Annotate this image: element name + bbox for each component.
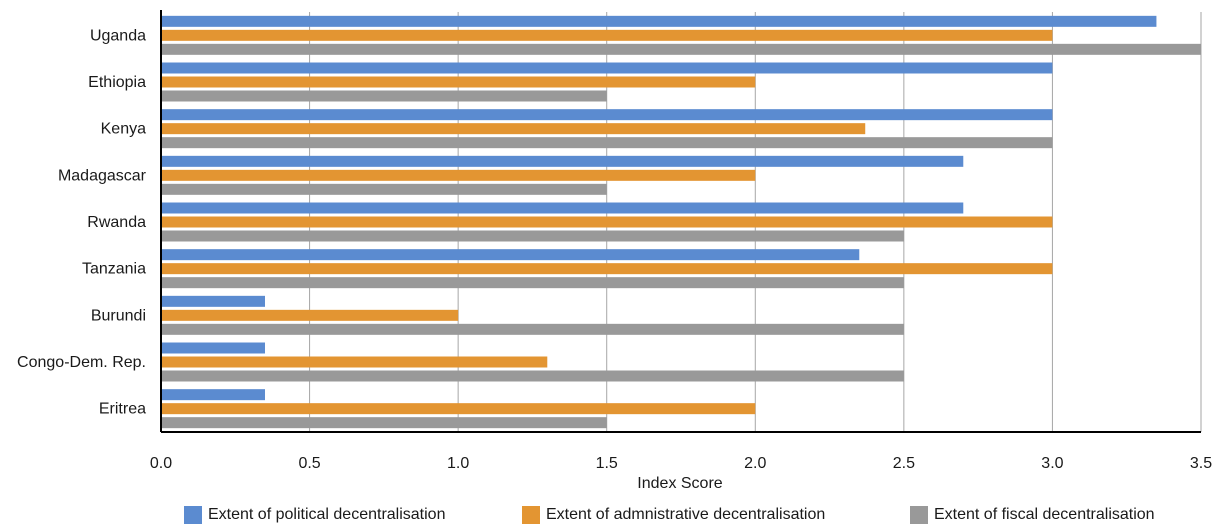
bar-tanzania-s2 [161,277,904,289]
x-tick-label: 2.0 [744,455,766,472]
x-tick-label: 3.5 [1190,455,1212,472]
category-label: Rwanda [87,214,146,231]
legend-swatch-administrative [522,506,540,524]
legend-swatch-political [184,506,202,524]
bars [161,15,1201,429]
category-label: Madagascar [58,167,147,184]
bar-rwanda-s2 [161,230,904,242]
x-tick-label: 0.5 [298,455,320,472]
bar-kenya-s2 [161,137,1053,149]
bar-madagascar-s0 [161,155,964,167]
category-label: Eritrea [99,401,146,418]
category-label: Ethiopia [88,74,146,91]
legend-label-political: Extent of political decentralisation [208,506,446,523]
bar-ethiopia-s1 [161,76,756,88]
bar-eritrea-s1 [161,403,756,415]
bar-uganda-s0 [161,15,1157,27]
legend-label-administrative: Extent of admnistrative decentralisation [546,506,826,523]
x-tick-label: 1.0 [447,455,469,472]
legend-item-administrative: Extent of admnistrative decentralisation [522,506,825,524]
category-label: Uganda [90,27,146,44]
bar-kenya-s0 [161,109,1053,121]
bar-rwanda-s0 [161,202,964,214]
bar-eritrea-s2 [161,417,607,429]
bar-uganda-s1 [161,29,1053,41]
x-tick-label: 0.0 [150,455,172,472]
bar-burundi-s2 [161,323,904,335]
axes [160,10,1201,433]
bar-uganda-s2 [161,43,1201,55]
bar-rwanda-s1 [161,216,1053,228]
bar-congo-dem-rep--s1 [161,356,548,368]
bar-madagascar-s2 [161,183,607,195]
bar-congo-dem-rep--s2 [161,370,904,382]
legend-item-fiscal: Extent of fiscal decentralisation [910,506,1155,524]
legend-label-fiscal: Extent of fiscal decentralisation [934,506,1155,523]
bar-chart: Uganda Ethiopia Kenya Madagascar Rwanda Tanza… [17,10,1212,492]
bar-tanzania-s1 [161,263,1053,275]
bar-ethiopia-s0 [161,62,1053,74]
x-tick-label: 3.0 [1041,455,1063,472]
x-tick-labels: 0.0 0.5 1.0 1.5 2.0 2.5 3.0 3.5 [150,455,1212,472]
legend: Extent of political decentralisation Ext… [0,506,1224,526]
bar-eritrea-s0 [161,389,265,401]
category-label: Tanzania [82,261,146,278]
bar-ethiopia-s2 [161,90,607,102]
bar-tanzania-s0 [161,249,860,261]
category-labels: Uganda Ethiopia Kenya Madagascar Rwanda Tanza… [17,27,147,417]
bar-madagascar-s1 [161,169,756,181]
x-tick-label: 2.5 [893,455,915,472]
bar-congo-dem-rep--s0 [161,342,265,354]
bar-burundi-s0 [161,295,265,307]
category-label: Burundi [91,307,146,324]
bar-burundi-s1 [161,309,459,321]
category-label: Kenya [101,121,146,138]
category-label: Congo-Dem. Rep. [17,354,146,371]
x-tick-label: 1.5 [596,455,618,472]
legend-swatch-fiscal [910,506,928,524]
legend-item-political: Extent of political decentralisation [184,506,445,524]
bar-kenya-s1 [161,123,866,135]
x-axis-title: Index Score [637,475,722,492]
